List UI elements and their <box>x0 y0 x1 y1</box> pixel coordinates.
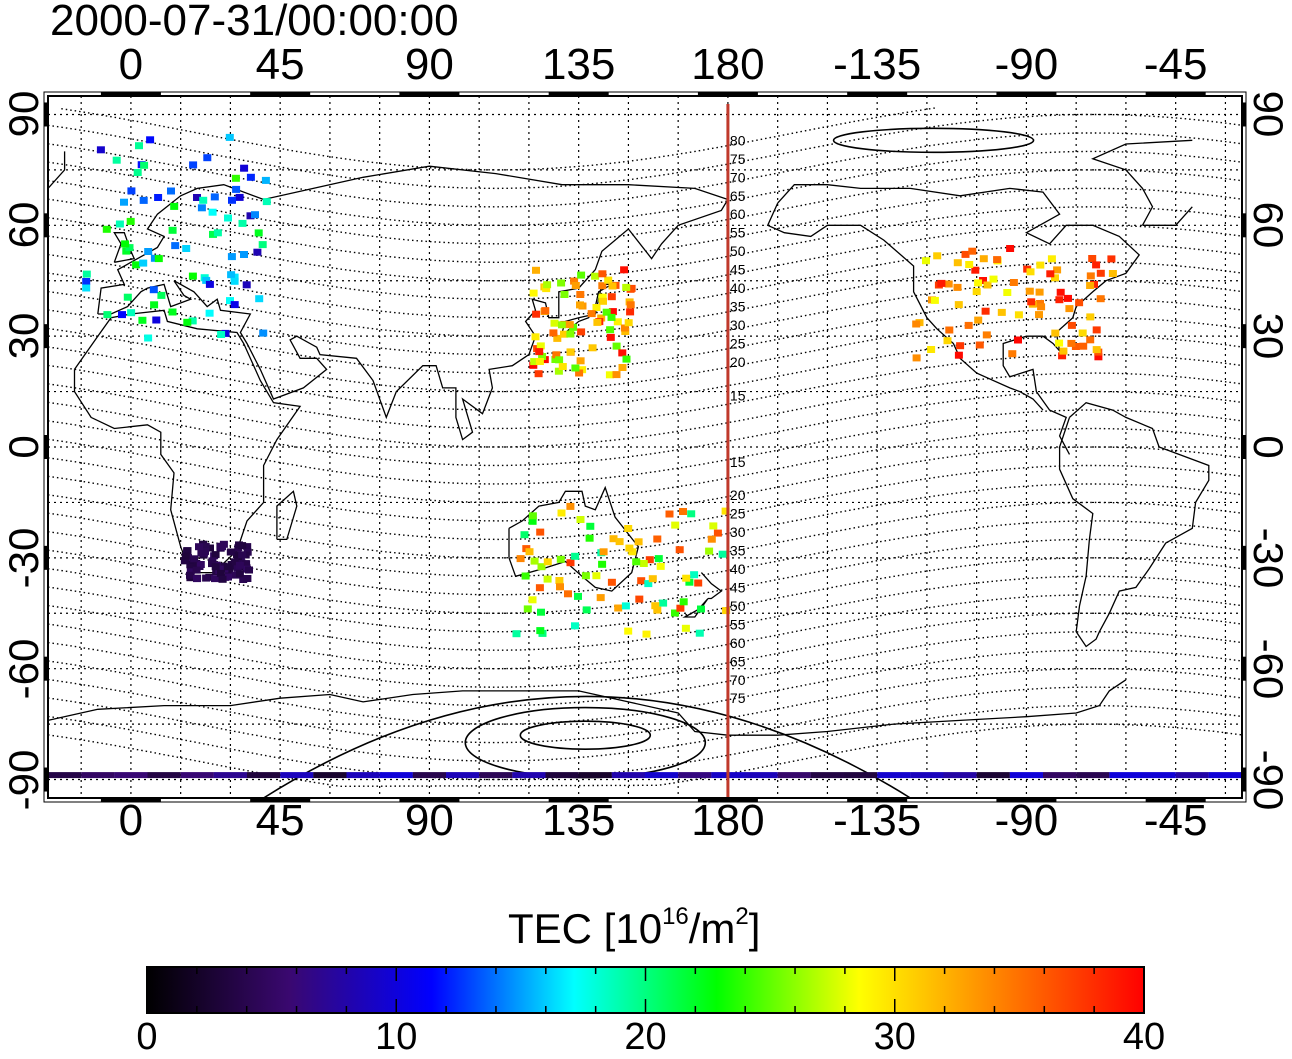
colorbar-tick-label: 30 <box>873 1016 916 1058</box>
colorbar-tick-marks <box>146 967 1145 1013</box>
bottom-lon-label: -135 <box>833 796 922 845</box>
top-lon-label: 180 <box>691 40 765 89</box>
meridian-label: 65 <box>730 653 746 669</box>
bottom-lon-label: 45 <box>255 796 305 845</box>
meridian-label: 50 <box>730 598 746 614</box>
top-lon-label: 135 <box>541 40 616 89</box>
meridian-label: 45 <box>730 262 746 278</box>
meridian-label: 55 <box>730 225 746 241</box>
colorbar-title: TEC [1016/m2] <box>508 903 761 952</box>
map-frame <box>43 91 1247 803</box>
top-lon-label: 0 <box>118 40 144 89</box>
tec-data-points <box>48 133 1242 779</box>
top-lon-label: -45 <box>1143 40 1208 89</box>
timestamp: 2000-07-31/00:00:00 <box>50 0 459 45</box>
meridian-label: 60 <box>730 206 746 222</box>
meridian-label: 25 <box>730 336 746 352</box>
meridian-label: 25 <box>730 506 746 522</box>
bottom-lon-label: 90 <box>404 796 454 845</box>
meridian-label: 20 <box>730 487 746 503</box>
meridian-label: 20 <box>730 354 746 370</box>
meridian-label: 75 <box>730 151 746 167</box>
meridian-label: 70 <box>730 169 746 185</box>
meridian-label: 70 <box>730 672 746 688</box>
colorbar-tick-label: 0 <box>136 1016 158 1058</box>
bottom-lon-label: -90 <box>994 796 1059 845</box>
bottom-lon-label: 135 <box>541 796 616 845</box>
meridian-label: 75 <box>730 690 746 706</box>
meridian-label: 50 <box>730 243 746 259</box>
colorbar-tick-label: 40 <box>1122 1016 1166 1058</box>
meridian-label: 15 <box>730 387 746 403</box>
meridian-label: 45 <box>730 579 746 595</box>
meridian-label: 80 <box>730 132 746 148</box>
top-lon-label: -90 <box>994 40 1059 89</box>
meridian-label: 60 <box>730 635 746 651</box>
top-lon-label: -135 <box>833 40 922 89</box>
meridian-label: 40 <box>730 561 746 577</box>
top-lon-label: 90 <box>404 40 454 89</box>
magnetic-contours <box>47 107 1243 799</box>
bottom-lon-label: -45 <box>1143 796 1208 845</box>
bottom-lon-label: 0 <box>118 796 144 845</box>
meridian-label: 35 <box>730 542 746 558</box>
top-lon-label: 45 <box>255 40 305 89</box>
meridian-label: 65 <box>730 188 746 204</box>
meridian-label: 30 <box>730 524 746 540</box>
meridian-label: 55 <box>730 616 746 632</box>
meridian-label: 35 <box>730 299 746 315</box>
meridian-label: 30 <box>730 317 746 333</box>
meridian-label: 40 <box>730 280 746 296</box>
colorbar-tick-label: 20 <box>624 1016 667 1058</box>
colorbar-tick-label: 10 <box>375 1016 418 1058</box>
date-line-meridian: 80 75 70 65 60 55 50 45 40 35 30 25 20 15 15 20 25 30 35 40… <box>726 104 746 798</box>
bottom-lon-label: 180 <box>691 796 765 845</box>
meridian-label: 15 <box>730 454 746 470</box>
map-grid <box>48 96 1242 798</box>
